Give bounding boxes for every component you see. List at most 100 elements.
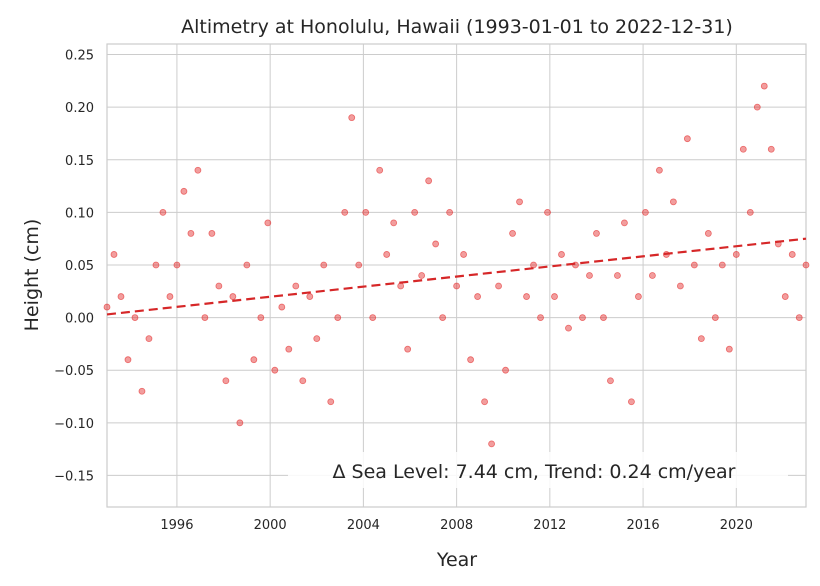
- data-point: [159, 208, 167, 216]
- trend-line-segment: [106, 237, 807, 316]
- x-tick-label: 2004: [347, 518, 380, 533]
- data-point: [802, 261, 810, 269]
- data-point: [180, 187, 188, 195]
- data-point: [425, 177, 433, 185]
- data-point: [586, 272, 593, 279]
- x-axis-label: Year: [436, 549, 477, 571]
- data-point: [718, 261, 726, 269]
- data-point: [558, 251, 565, 258]
- data-point: [432, 240, 440, 248]
- y-axis-label: Height (cm): [21, 219, 43, 332]
- x-tick-label: 2012: [533, 518, 566, 533]
- data-point: [551, 293, 558, 300]
- data-point: [725, 345, 733, 353]
- data-point: [320, 261, 328, 269]
- data-point: [355, 261, 363, 269]
- data-point: [306, 293, 314, 300]
- y-tick-label: 0.05: [65, 259, 94, 274]
- data-point: [243, 261, 251, 269]
- sea-level-annotation: Δ Sea Level: 7.44 cm, Trend: 0.24 cm/yea…: [333, 461, 736, 483]
- data-point: [607, 377, 614, 385]
- data-point: [271, 366, 279, 374]
- data-points: [103, 82, 810, 448]
- trend-line: [106, 237, 807, 316]
- data-point: [362, 208, 370, 216]
- data-point: [334, 314, 342, 321]
- y-tick-label: −0.10: [54, 417, 94, 432]
- data-point: [788, 251, 796, 258]
- data-point: [467, 356, 475, 364]
- data-point: [746, 208, 754, 216]
- data-point: [418, 272, 426, 279]
- data-point: [516, 198, 523, 206]
- data-point: [397, 282, 405, 290]
- data-point: [194, 166, 202, 174]
- data-point: [229, 293, 237, 300]
- y-tick-label: 0.00: [65, 312, 94, 327]
- data-point: [593, 230, 600, 237]
- data-point: [537, 314, 544, 321]
- data-point: [215, 282, 223, 290]
- data-point: [628, 398, 635, 406]
- data-point: [495, 282, 502, 290]
- y-tick-label: 0.15: [65, 154, 94, 169]
- annotation-background: [288, 452, 788, 488]
- data-point: [250, 356, 258, 364]
- x-tick-label: 2008: [440, 518, 473, 533]
- data-point: [236, 419, 244, 427]
- data-point: [683, 135, 691, 143]
- data-point: [299, 377, 307, 385]
- data-point: [767, 145, 775, 153]
- data-point: [635, 293, 642, 300]
- data-point: [781, 293, 789, 300]
- data-point: [103, 303, 111, 311]
- data-point: [173, 261, 181, 269]
- data-point: [257, 314, 265, 321]
- data-point: [383, 251, 391, 258]
- data-point: [732, 251, 740, 258]
- x-tick-label: 1996: [160, 518, 193, 533]
- data-point: [669, 198, 677, 206]
- data-point: [201, 314, 209, 321]
- data-point: [145, 335, 153, 343]
- data-point: [124, 356, 132, 364]
- data-point: [460, 251, 468, 258]
- data-point: [439, 314, 447, 321]
- data-point: [753, 103, 761, 111]
- data-point: [600, 314, 607, 321]
- x-tick-label: 2000: [254, 518, 287, 533]
- data-point: [739, 145, 747, 153]
- data-point: [655, 166, 663, 174]
- data-point: [711, 314, 719, 321]
- data-point: [509, 230, 516, 237]
- chart-title: Altimetry at Honolulu, Hawaii (1993-01-0…: [181, 16, 733, 38]
- data-point: [649, 272, 656, 279]
- data-point: [208, 230, 216, 237]
- data-point: [341, 208, 349, 216]
- data-point: [523, 293, 530, 300]
- data-point: [697, 335, 705, 343]
- data-point: [348, 114, 356, 122]
- data-point: [614, 272, 621, 279]
- data-point: [642, 208, 649, 216]
- data-point: [704, 230, 712, 237]
- y-tick-label: 0.10: [65, 206, 94, 221]
- data-point: [313, 335, 321, 343]
- data-point: [502, 366, 509, 374]
- y-tick-label: −0.05: [54, 364, 94, 379]
- y-tick-labels: −0.15 −0.10 −0.05 0.00 0.05 0.10 0.15 0.20 0.25: [54, 49, 94, 485]
- data-point: [390, 219, 398, 227]
- x-tick-labels: 1996 2000 2004 2008 2012 2016 2020: [160, 518, 752, 533]
- data-point: [187, 230, 195, 237]
- data-point: [676, 282, 684, 290]
- data-point: [530, 261, 537, 269]
- data-point: [327, 398, 335, 406]
- data-point: [376, 166, 384, 174]
- data-point: [488, 440, 495, 448]
- data-point: [481, 398, 488, 406]
- data-point: [446, 208, 454, 216]
- data-point: [264, 219, 272, 227]
- data-point: [138, 387, 146, 395]
- x-tick-label: 2016: [627, 518, 660, 533]
